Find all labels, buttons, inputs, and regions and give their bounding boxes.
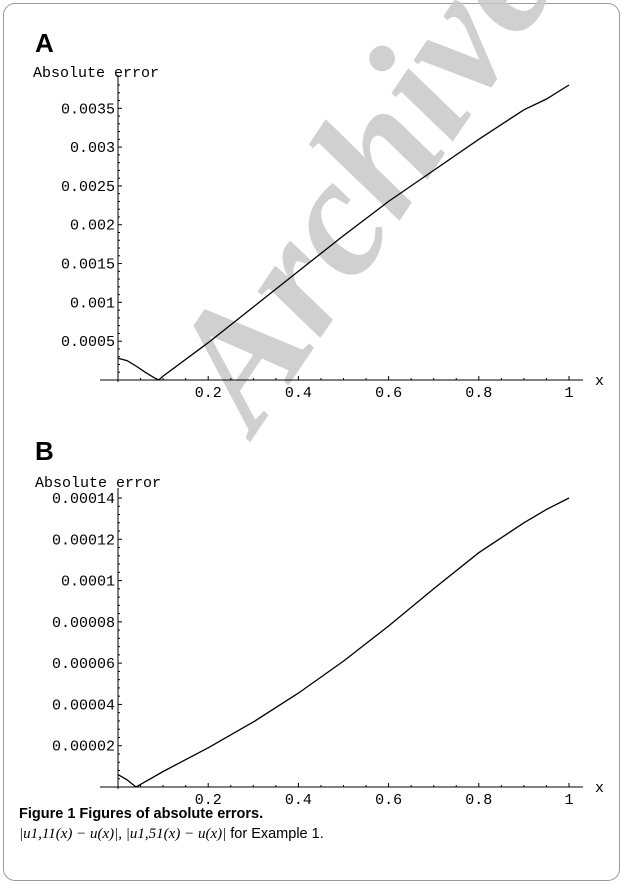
y-tick-label: 0.00014 bbox=[52, 491, 115, 508]
y-tick-label: 0.00006 bbox=[52, 656, 115, 673]
x-axis-label: x bbox=[595, 780, 604, 797]
x-tick-label: 0.6 bbox=[375, 385, 402, 402]
y-tick-label: 0.0005 bbox=[61, 334, 115, 351]
y-tick-label: 0.0001 bbox=[61, 574, 115, 591]
panel-b-chart: 0.2 0.4 0.6 0.8 1 x 0.00002 0.00004 0.00006 0.000… bbox=[52, 488, 604, 809]
x-tick-label: 0.2 bbox=[195, 385, 222, 402]
caption-title: Figure 1 Figures of absolute errors. bbox=[19, 806, 264, 822]
caption-math: |u1,11(x) − u(x)|, |u1,51(x) − u(x)| bbox=[19, 826, 227, 842]
y-tick-label: 0.0035 bbox=[61, 101, 115, 118]
figure-frame bbox=[3, 3, 620, 881]
x-tick-label: 0.2 bbox=[195, 792, 222, 809]
y-tick-label: 0.002 bbox=[70, 218, 115, 235]
y-tick-label: 0.00008 bbox=[52, 615, 115, 632]
x-tick-label: 0.6 bbox=[375, 792, 402, 809]
caption-body: |u1,11(x) − u(x)|, |u1,51(x) − u(x)| for… bbox=[19, 824, 609, 844]
panel-a-chart: 0.2 0.4 0.6 0.8 1 x 0.0005 0.001 0.0015 0.002 0.00… bbox=[61, 75, 604, 402]
panel-a-label: A bbox=[35, 28, 54, 58]
y-tick-label: 0.00002 bbox=[52, 739, 115, 756]
x-tick-label: 0.4 bbox=[285, 385, 312, 402]
panel-b-ylabel: Absolute error bbox=[35, 475, 161, 492]
y-tick-label: 0.0025 bbox=[61, 179, 115, 196]
x-tick-label: 1 bbox=[564, 792, 573, 809]
x-tick-label: 0.8 bbox=[465, 385, 492, 402]
x-tick-label: 0.4 bbox=[285, 792, 312, 809]
x-tick-label: 1 bbox=[564, 385, 573, 402]
panel-a-ylabel: Absolute error bbox=[33, 65, 159, 82]
series-line-0 bbox=[117, 84, 570, 381]
y-tick-label: 0.0015 bbox=[61, 257, 115, 274]
series-line-0 bbox=[117, 497, 570, 788]
caption-suffix: for Example 1. bbox=[226, 826, 324, 842]
y-tick-label: 0.001 bbox=[70, 295, 115, 312]
panel-b-label: B bbox=[35, 436, 54, 466]
y-tick-label: 0.00012 bbox=[52, 532, 115, 549]
x-axis-label: x bbox=[595, 373, 604, 390]
y-tick-label: 0.00004 bbox=[52, 697, 115, 714]
x-tick-label: 0.8 bbox=[465, 792, 492, 809]
figure-caption: Figure 1 Figures of absolute errors. |u1… bbox=[19, 804, 609, 844]
y-tick-label: 0.003 bbox=[70, 140, 115, 157]
